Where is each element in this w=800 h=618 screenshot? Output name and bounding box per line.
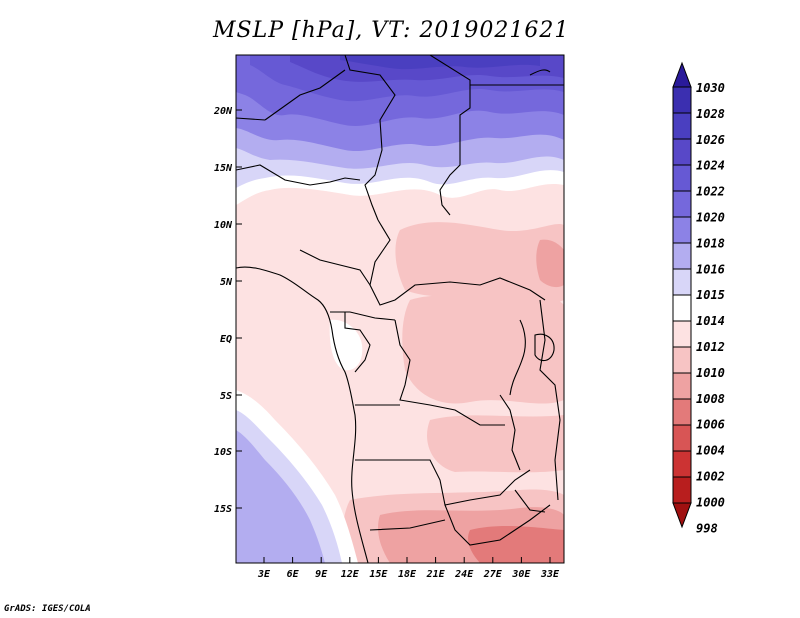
colorbar-swatch	[672, 372, 692, 400]
lat-label: 15S	[214, 504, 232, 515]
lat-label: 20N	[213, 106, 233, 117]
colorbar-label: 1008	[696, 392, 725, 406]
colorbar-swatch	[672, 242, 692, 270]
colorbar-swatch	[672, 190, 692, 218]
lat-label: 10N	[214, 220, 233, 231]
lon-label: 12E	[341, 569, 360, 580]
colorbar-label: 998	[696, 521, 718, 535]
grads-credit: GrADS: IGES/COLA	[4, 604, 91, 614]
lon-label: 18E	[398, 569, 417, 580]
colorbar-swatch	[672, 164, 692, 192]
colorbar: 1030 1028 1026 1024 1022 1020 1018 1016 1015 1014…	[672, 61, 725, 535]
colorbar-swatch	[672, 112, 692, 140]
colorbar-swatch	[672, 346, 692, 374]
lon-label: 30E	[511, 569, 531, 580]
colorbar-swatch	[672, 476, 692, 504]
colorbar-label: 1006	[696, 418, 725, 432]
longitude-axis: 3E 6E 9E 12E 15E 18E 21E 24E 27E 30E 33E	[257, 557, 560, 580]
colorbar-label: 1020	[696, 211, 725, 225]
colorbar-swatch	[672, 320, 692, 348]
map-title: MSLP [hPa], VT: 2019021621	[213, 18, 570, 43]
colorbar-label: 1004	[696, 444, 725, 458]
lon-label: 6E	[287, 569, 300, 580]
colorbar-swatch	[672, 398, 692, 426]
colorbar-label: 1015	[696, 288, 725, 302]
lon-label: 27E	[483, 569, 503, 580]
colorbar-swatch	[672, 216, 692, 244]
colorbar-label: 1012	[696, 340, 725, 354]
lon-label: 21E	[426, 569, 446, 580]
lat-label: EQ	[220, 334, 232, 345]
colorbar-swatch	[672, 268, 692, 296]
colorbar-label: 1028	[696, 107, 725, 121]
colorbar-label: 1002	[696, 470, 725, 484]
colorbar-label: 1022	[696, 185, 725, 199]
colorbar-swatch	[672, 138, 692, 166]
colorbar-label: 1018	[696, 236, 725, 250]
colorbar-label: 1014	[696, 314, 725, 328]
lat-label: 15N	[214, 163, 233, 174]
colorbar-label: 1024	[696, 159, 725, 173]
colorbar-label: 1026	[696, 133, 725, 147]
colorbar-label: 1016	[696, 262, 725, 276]
colorbar-swatch	[672, 450, 692, 478]
colorbar-swatch	[672, 294, 692, 322]
colorbar-top-arrow	[672, 61, 692, 88]
lon-label: 24E	[454, 569, 474, 580]
lon-label: 9E	[315, 569, 328, 580]
country-borders	[236, 55, 564, 563]
lon-label: 33E	[540, 569, 560, 580]
latitude-axis: 20N 15N 10N 5N EQ 5S 10S 15S	[213, 106, 242, 515]
lat-label: 10S	[214, 447, 232, 458]
lon-label: 15E	[369, 569, 388, 580]
pressure-field	[236, 55, 564, 563]
colorbar-label: 1030	[696, 81, 725, 95]
colorbar-label: 1010	[696, 366, 725, 380]
map-frame	[235, 54, 565, 564]
colorbar-bottom-arrow	[672, 502, 692, 529]
lon-label: 3E	[257, 569, 271, 580]
lat-label: 5N	[220, 277, 233, 288]
colorbar-swatch	[672, 86, 692, 114]
colorbar-swatch	[672, 424, 692, 452]
lat-label: 5S	[220, 391, 232, 402]
colorbar-label: 1000	[696, 495, 725, 509]
